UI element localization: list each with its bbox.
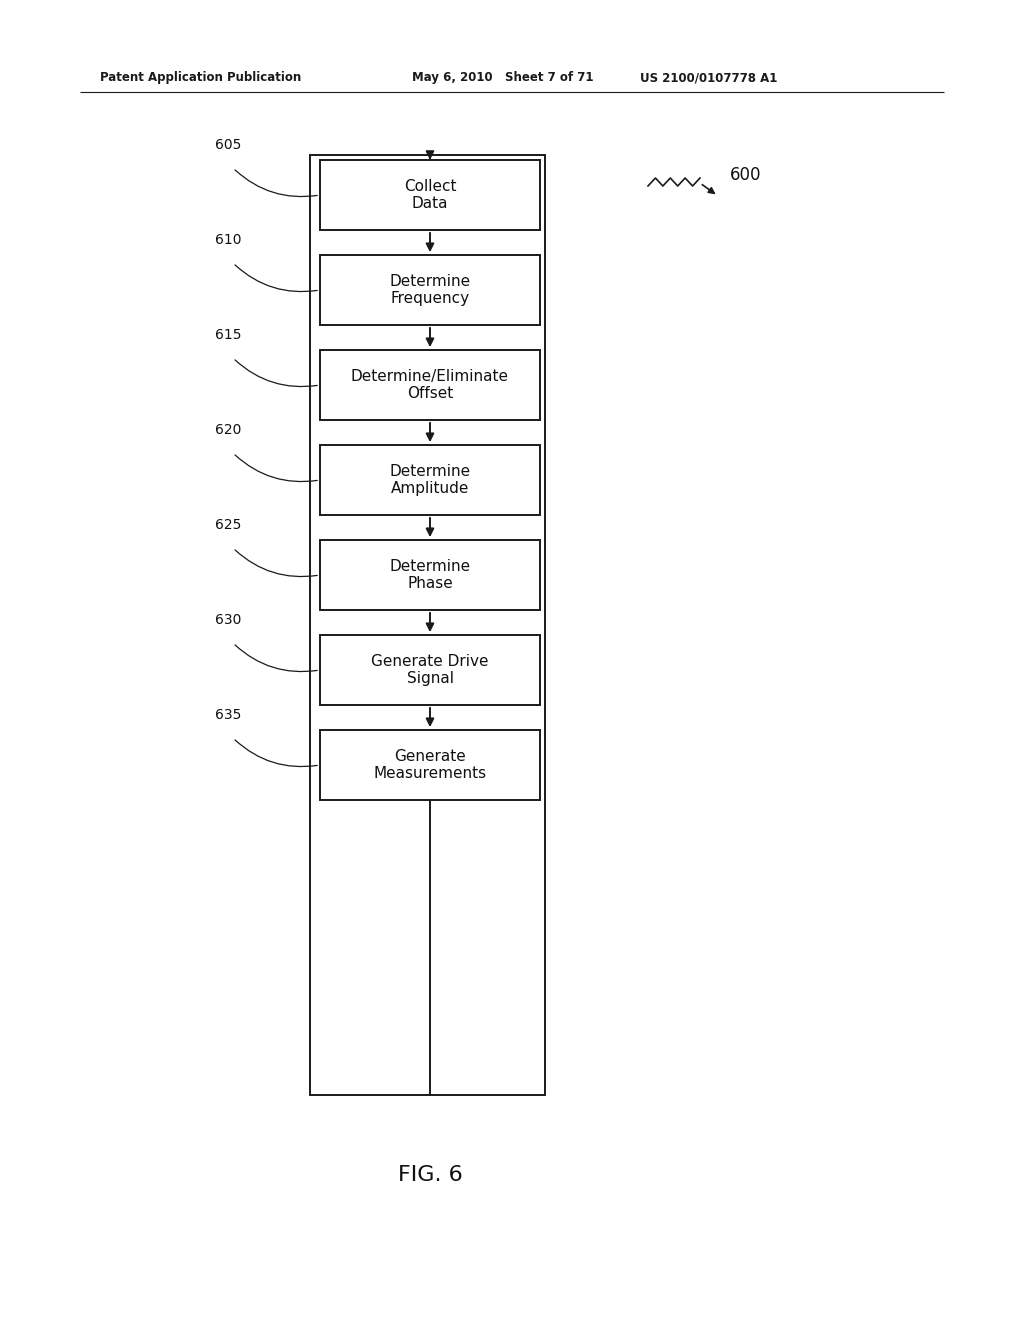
- Bar: [310, 154, 545, 1096]
- Text: 630: 630: [215, 612, 242, 627]
- Text: Patent Application Publication: Patent Application Publication: [100, 71, 301, 84]
- Bar: [319, 540, 540, 610]
- Text: 620: 620: [215, 422, 242, 437]
- Bar: [319, 635, 540, 705]
- Bar: [319, 350, 540, 420]
- Text: Determine
Amplitude: Determine Amplitude: [389, 463, 471, 496]
- Bar: [319, 445, 540, 515]
- Text: Collect
Data: Collect Data: [403, 178, 457, 211]
- Text: 625: 625: [215, 517, 242, 532]
- Bar: [319, 255, 540, 325]
- Text: May 6, 2010   Sheet 7 of 71: May 6, 2010 Sheet 7 of 71: [412, 71, 594, 84]
- Text: 615: 615: [215, 327, 242, 342]
- Bar: [319, 730, 540, 800]
- Text: 600: 600: [730, 166, 762, 183]
- Text: FIG. 6: FIG. 6: [397, 1166, 463, 1185]
- Text: Determine
Phase: Determine Phase: [389, 558, 471, 591]
- Text: 605: 605: [215, 139, 242, 152]
- Text: Generate
Measurements: Generate Measurements: [374, 748, 486, 781]
- Text: Generate Drive
Signal: Generate Drive Signal: [372, 653, 488, 686]
- Text: 610: 610: [215, 234, 242, 247]
- Text: 635: 635: [215, 708, 242, 722]
- Text: Determine/Eliminate
Offset: Determine/Eliminate Offset: [351, 368, 509, 401]
- Text: US 2100/0107778 A1: US 2100/0107778 A1: [640, 71, 777, 84]
- Text: Determine
Frequency: Determine Frequency: [389, 273, 471, 306]
- Bar: [319, 160, 540, 230]
